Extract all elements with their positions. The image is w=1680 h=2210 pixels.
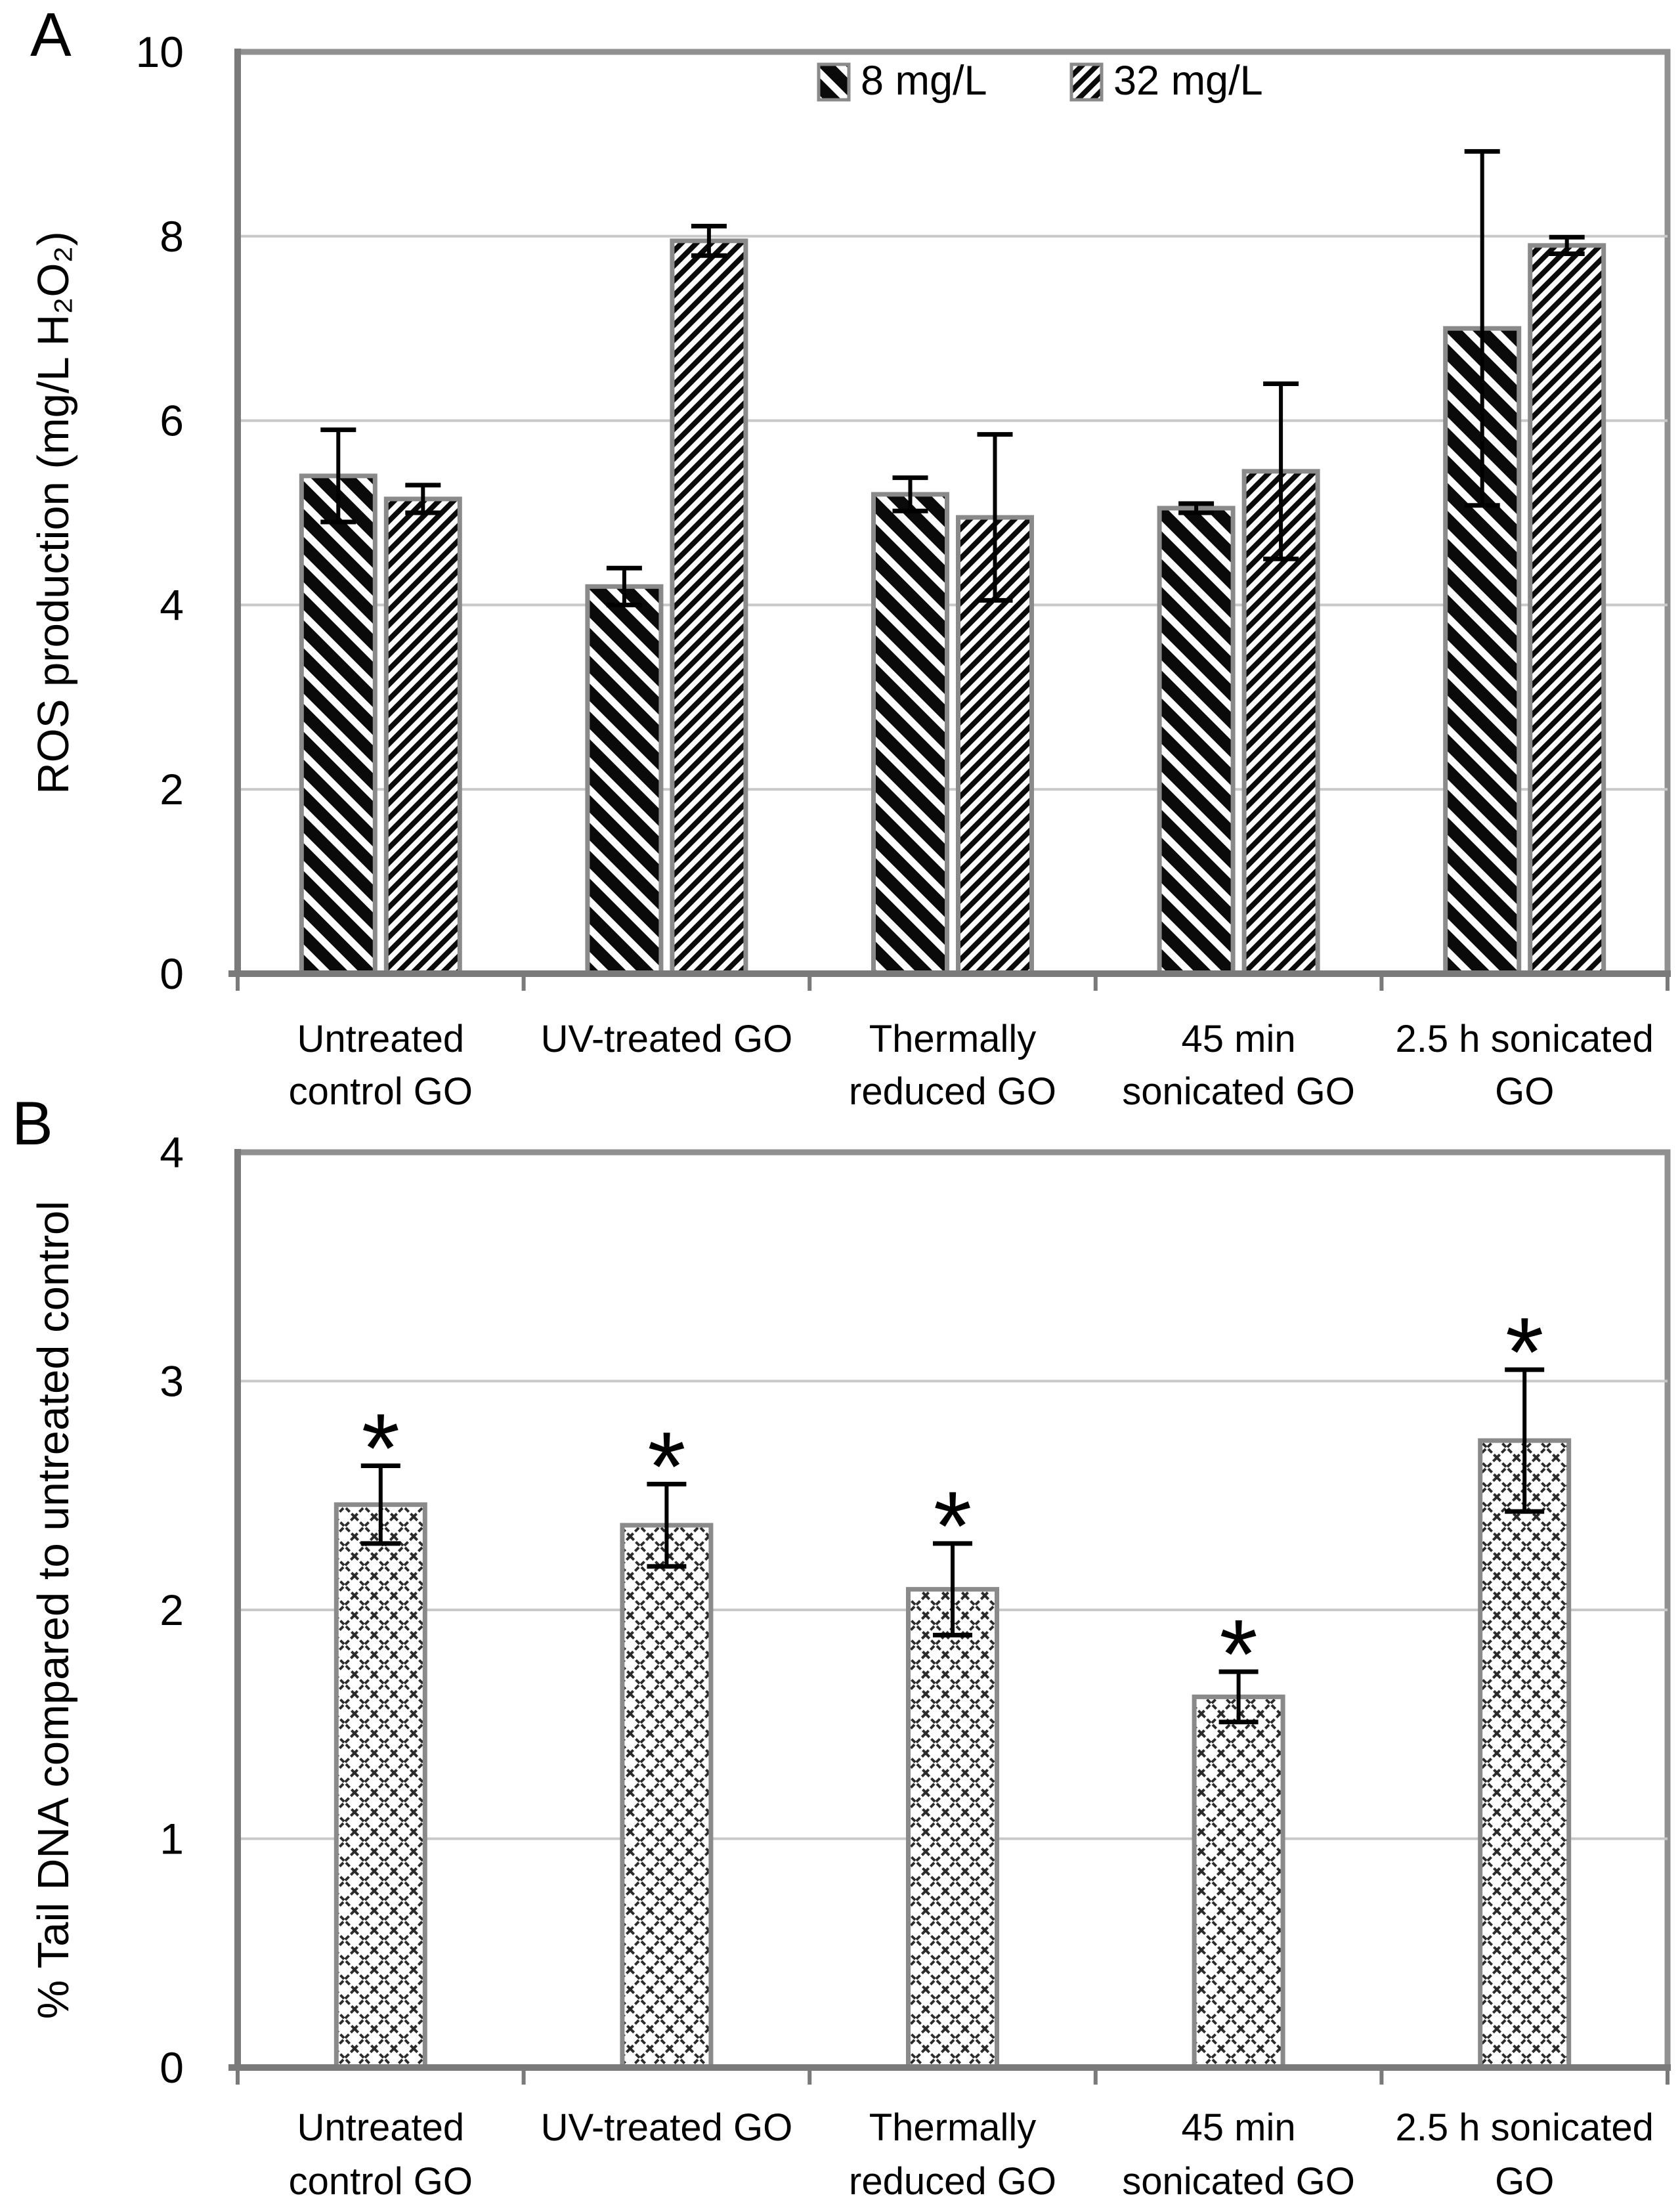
category-label: Thermally xyxy=(869,1018,1037,1060)
significance-star: * xyxy=(362,1393,400,1503)
category-label: 2.5 h sonicated xyxy=(1395,2106,1653,2149)
category-label: Untreated xyxy=(297,1018,464,1060)
category-label: 45 min xyxy=(1182,1018,1296,1060)
bar xyxy=(299,473,377,976)
category-label: sonicated GO xyxy=(1122,1070,1355,1113)
y-tick-label: 10 xyxy=(136,28,184,76)
category-label: UV-treated GO xyxy=(541,2106,793,2149)
y-tick-label: 2 xyxy=(160,1586,184,1634)
category-label: 45 min xyxy=(1182,2106,1296,2149)
y-tick-label: 8 xyxy=(160,212,184,261)
bar xyxy=(1192,1694,1285,2070)
y-axis-title: ROS production (mg/L H₂O₂) xyxy=(29,231,78,794)
category-label: reduced GO xyxy=(849,2160,1056,2203)
significance-star: * xyxy=(1505,1297,1543,1407)
bar xyxy=(871,492,949,976)
y-tick-label: 1 xyxy=(160,1815,184,1863)
category-label: sonicated GO xyxy=(1122,2160,1355,2203)
bar xyxy=(383,496,462,976)
y-tick-label: 0 xyxy=(160,949,184,998)
y-tick-label: 3 xyxy=(160,1357,184,1406)
bar xyxy=(670,238,748,976)
y-tick-label: 6 xyxy=(160,397,184,445)
bar xyxy=(620,1523,714,2070)
category-label: Untreated xyxy=(297,2106,464,2149)
bar xyxy=(334,1502,427,2070)
category-label: control GO xyxy=(289,1070,473,1113)
category-label: GO xyxy=(1495,2160,1554,2203)
y-tick-label: 4 xyxy=(160,1128,184,1177)
panel-b-letter: B xyxy=(12,1089,53,1158)
legend-label: 8 mg/L xyxy=(861,58,987,104)
significance-star: * xyxy=(647,1411,685,1521)
category-label: 2.5 h sonicated xyxy=(1395,1018,1653,1060)
bar xyxy=(1478,1438,1572,2070)
legend-swatch xyxy=(1069,62,1104,102)
panel-a: 0 2 4 6 8 10 Untreated control GO UV-treated GO T… xyxy=(29,28,1671,1113)
category-label: UV-treated GO xyxy=(541,1018,793,1060)
legend-label: 32 mg/L xyxy=(1113,58,1263,104)
bar xyxy=(585,584,664,976)
category-label: Thermally xyxy=(869,2106,1037,2149)
bar xyxy=(1157,506,1236,976)
bar xyxy=(1528,243,1606,976)
category-label: reduced GO xyxy=(849,1070,1056,1113)
y-tick-label: 4 xyxy=(160,580,184,629)
y-tick-label: 0 xyxy=(160,2043,184,2092)
y-axis-title: % Tail DNA compared to untreated control xyxy=(29,1201,78,2019)
y-tick-label: 2 xyxy=(160,765,184,813)
bar xyxy=(906,1587,999,2070)
legend-swatch xyxy=(817,62,851,102)
significance-star: * xyxy=(1219,1599,1257,1709)
category-label: GO xyxy=(1495,1070,1554,1113)
panel-b: 0 1 2 3 4 * * * * * Untreated control GO UV-treated … xyxy=(29,1128,1671,2203)
panel-a-letter: A xyxy=(30,0,72,69)
category-label: control GO xyxy=(289,2160,473,2203)
significance-star: * xyxy=(934,1471,972,1581)
